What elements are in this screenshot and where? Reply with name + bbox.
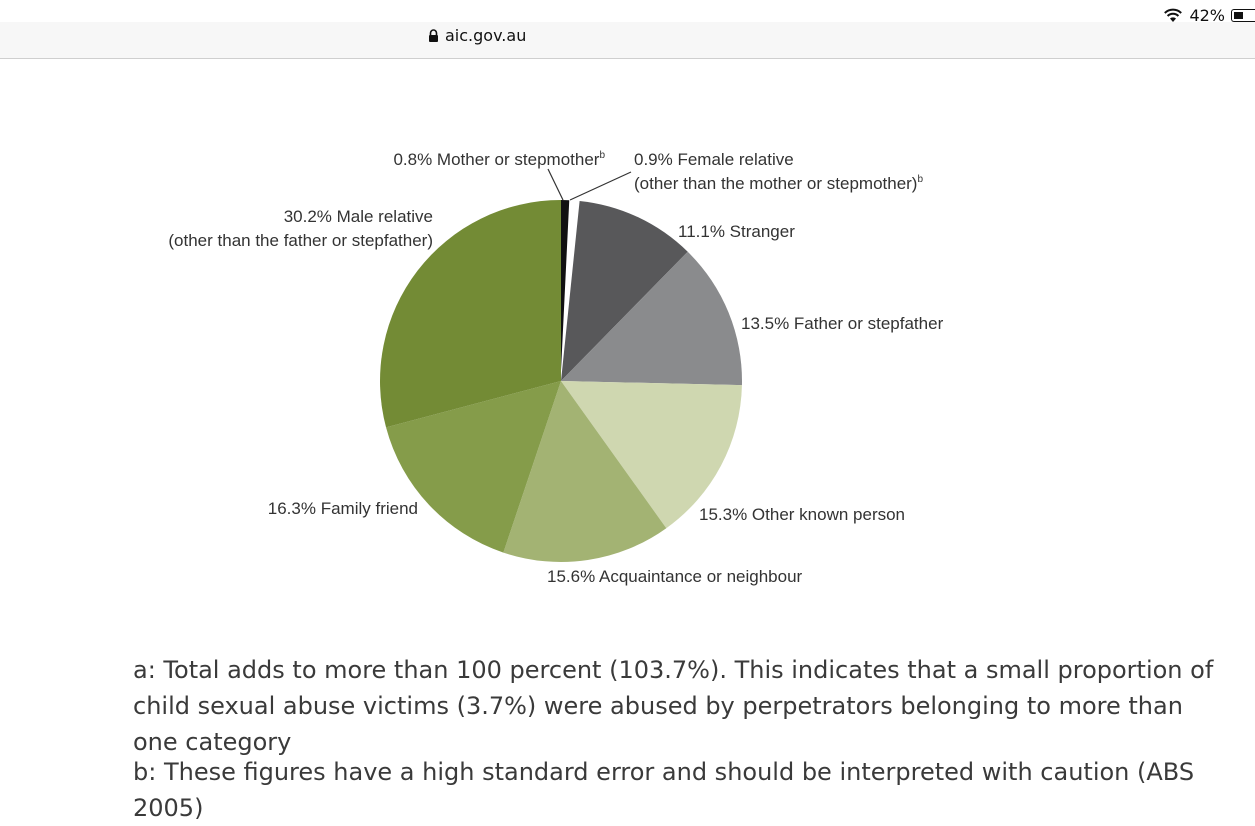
battery-icon (1231, 9, 1255, 22)
pie-slices (380, 199, 742, 562)
leader-line (547, 168, 564, 201)
leader-lines (547, 168, 632, 201)
url-display[interactable]: aic.gov.au (428, 26, 526, 45)
slice-label: 30.2% Male relative (other than the fathe… (168, 207, 433, 250)
slice-label: 15.6% Acquaintance or neighbour (547, 567, 803, 586)
footnote-a: a: Total adds to more than 100 percent (… (133, 656, 1214, 756)
url-text: aic.gov.au (445, 26, 527, 45)
address-bar[interactable]: aic.gov.au (0, 22, 1255, 59)
slice-label: 13.5% Father or stepfather (741, 314, 944, 333)
status-bar: 42% (0, 0, 1255, 30)
slice-label: 16.3% Family friend (268, 499, 418, 518)
pie-slice-female-relative (560, 199, 581, 382)
pie-slice-stranger (561, 200, 688, 381)
pie-slice-other-known-person (561, 381, 742, 529)
pie-chart: 0.8% Mother or stepmotherb 0.9% Female re… (168, 150, 943, 586)
battery-percent: 42% (1189, 6, 1225, 25)
pie-slice-father-or-stepfather (561, 251, 742, 386)
lock-icon (429, 29, 438, 42)
slice-label: 11.1% Stranger (678, 222, 795, 241)
status-indicators: 42% (1163, 6, 1255, 25)
pie-slice-family-friend (386, 381, 561, 553)
pie-slice-acquaintance-or-neighbour (503, 381, 667, 562)
slice-label: 0.9% Female relative (other than the moth… (634, 150, 923, 193)
slice-label: 0.8% Mother or stepmotherb (393, 150, 605, 169)
wifi-icon (1164, 8, 1183, 22)
pie-slice-male-relative (380, 200, 561, 428)
leader-line (569, 171, 632, 201)
footnote-b: b: These figures have a high standard er… (133, 758, 1195, 822)
slice-label: 15.3% Other known person (699, 505, 905, 524)
slice-labels: 0.8% Mother or stepmotherb 0.9% Female re… (168, 150, 943, 586)
